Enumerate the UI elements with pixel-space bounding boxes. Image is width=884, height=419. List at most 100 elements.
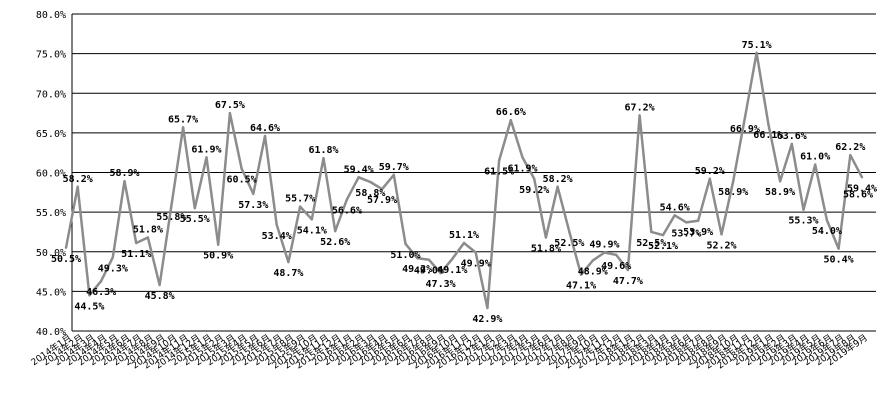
data-point bbox=[298, 205, 302, 208]
data-point bbox=[849, 153, 852, 157]
data-label: 61.9% bbox=[507, 163, 537, 174]
data-point bbox=[193, 206, 196, 210]
data-point bbox=[404, 242, 407, 246]
data-label: 47.1% bbox=[566, 281, 596, 292]
data-label: 59.7% bbox=[379, 162, 409, 173]
data-label: 66.9% bbox=[730, 124, 760, 135]
data-point bbox=[509, 118, 513, 122]
data-label: 59.4% bbox=[847, 183, 877, 194]
data-label: 54.6% bbox=[660, 202, 690, 213]
data-point bbox=[802, 208, 805, 211]
data-label: 51.1% bbox=[449, 230, 479, 241]
data-label: 55.3% bbox=[788, 216, 818, 227]
data-label: 61.8% bbox=[308, 145, 338, 156]
data-label: 44.5% bbox=[74, 301, 104, 312]
data-label: 42.9% bbox=[472, 314, 502, 325]
data-label: 63.6% bbox=[777, 131, 807, 142]
data-label: 61.5% bbox=[484, 167, 514, 178]
data-label: 65.7% bbox=[168, 114, 198, 125]
data-label: 58.9% bbox=[109, 168, 139, 179]
data-point bbox=[661, 233, 665, 237]
data-point bbox=[533, 177, 536, 181]
y-tick-label: 75.0% bbox=[36, 50, 66, 61]
data-point bbox=[369, 180, 372, 184]
data-label: 52.1% bbox=[648, 241, 678, 252]
data-point bbox=[76, 185, 79, 188]
data-label: 67.5% bbox=[215, 100, 245, 111]
data-label: 49.3% bbox=[98, 263, 128, 274]
data-point bbox=[673, 214, 676, 217]
data-point bbox=[720, 233, 723, 236]
data-label: 56.6% bbox=[332, 205, 362, 216]
data-label: 49.9% bbox=[461, 259, 491, 270]
data-label: 51.8% bbox=[133, 224, 163, 235]
data-point bbox=[263, 134, 267, 138]
data-label: 58.9% bbox=[765, 187, 795, 198]
y-tick-label: 60.0% bbox=[36, 169, 66, 180]
data-point bbox=[497, 159, 501, 162]
data-point bbox=[345, 198, 349, 201]
data-point bbox=[696, 219, 700, 223]
data-label: 67.2% bbox=[625, 102, 655, 113]
data-label: 49.9% bbox=[589, 240, 619, 251]
data-label: 57.9% bbox=[367, 195, 397, 206]
data-label: 49.1% bbox=[437, 265, 467, 276]
y-tick-label: 55.0% bbox=[36, 208, 66, 219]
data-point bbox=[603, 251, 606, 254]
data-label: 46.3% bbox=[86, 287, 116, 298]
data-label: 52.5% bbox=[554, 238, 584, 249]
data-label: 57.3% bbox=[238, 200, 268, 211]
data-point bbox=[767, 122, 770, 126]
data-label: 50.4% bbox=[824, 255, 854, 266]
data-label: 53.9% bbox=[683, 227, 713, 238]
data-label: 52.5% bbox=[636, 238, 666, 249]
data-label: 53.7% bbox=[671, 228, 701, 239]
data-label: 54.0% bbox=[812, 226, 842, 237]
data-label: 60.5% bbox=[227, 175, 257, 186]
data-label: 47.3% bbox=[426, 279, 456, 290]
data-point bbox=[123, 180, 126, 183]
data-label: 58.2% bbox=[63, 174, 93, 185]
data-label: 64.6% bbox=[250, 123, 280, 134]
data-label: 66.6% bbox=[496, 107, 526, 118]
data-point bbox=[322, 157, 325, 160]
data-point bbox=[837, 247, 840, 250]
data-label: 59.2% bbox=[695, 166, 725, 177]
y-axis-ticks: 40.0% 45.0% 50.0% 55.0% 60.0% 65.0% 70.0% 75.0%… bbox=[36, 10, 66, 338]
data-label: 51.1% bbox=[121, 249, 151, 260]
data-label: 50.9% bbox=[203, 251, 233, 262]
data-label: 58.8% bbox=[355, 188, 385, 199]
data-point bbox=[626, 268, 630, 272]
y-tick-label: 65.0% bbox=[36, 129, 66, 140]
data-point bbox=[392, 173, 395, 177]
y-tick-label: 40.0% bbox=[36, 327, 66, 338]
data-label: 52.2% bbox=[706, 240, 736, 251]
data-point bbox=[88, 294, 91, 297]
data-point bbox=[357, 176, 360, 179]
data-point bbox=[778, 180, 782, 183]
data-label: 48.7% bbox=[273, 268, 303, 279]
data-point bbox=[228, 111, 232, 115]
data-point bbox=[451, 257, 454, 261]
data-point bbox=[474, 251, 477, 254]
y-tick-label: 50.0% bbox=[36, 248, 66, 259]
data-point bbox=[135, 241, 138, 245]
data-point bbox=[755, 51, 758, 55]
x-axis-ticks: 2014年1月2014年2月2014年3月2014年4月2014年5月2014年… bbox=[29, 332, 870, 372]
data-label: 47.7% bbox=[613, 276, 643, 287]
data-label: 53.4% bbox=[262, 231, 292, 242]
data-label: 61.9% bbox=[191, 144, 221, 155]
data-point bbox=[638, 114, 641, 117]
data-label: 66.1% bbox=[753, 130, 783, 141]
data-point bbox=[591, 259, 594, 262]
data-point bbox=[813, 163, 817, 166]
data-point bbox=[415, 256, 419, 260]
data-point bbox=[860, 176, 864, 179]
data-point bbox=[111, 256, 115, 259]
data-label: 49.6% bbox=[601, 261, 631, 272]
data-label: 49.0% bbox=[414, 266, 444, 277]
data-point bbox=[825, 218, 829, 222]
data-point bbox=[521, 156, 524, 159]
data-point bbox=[556, 185, 559, 188]
